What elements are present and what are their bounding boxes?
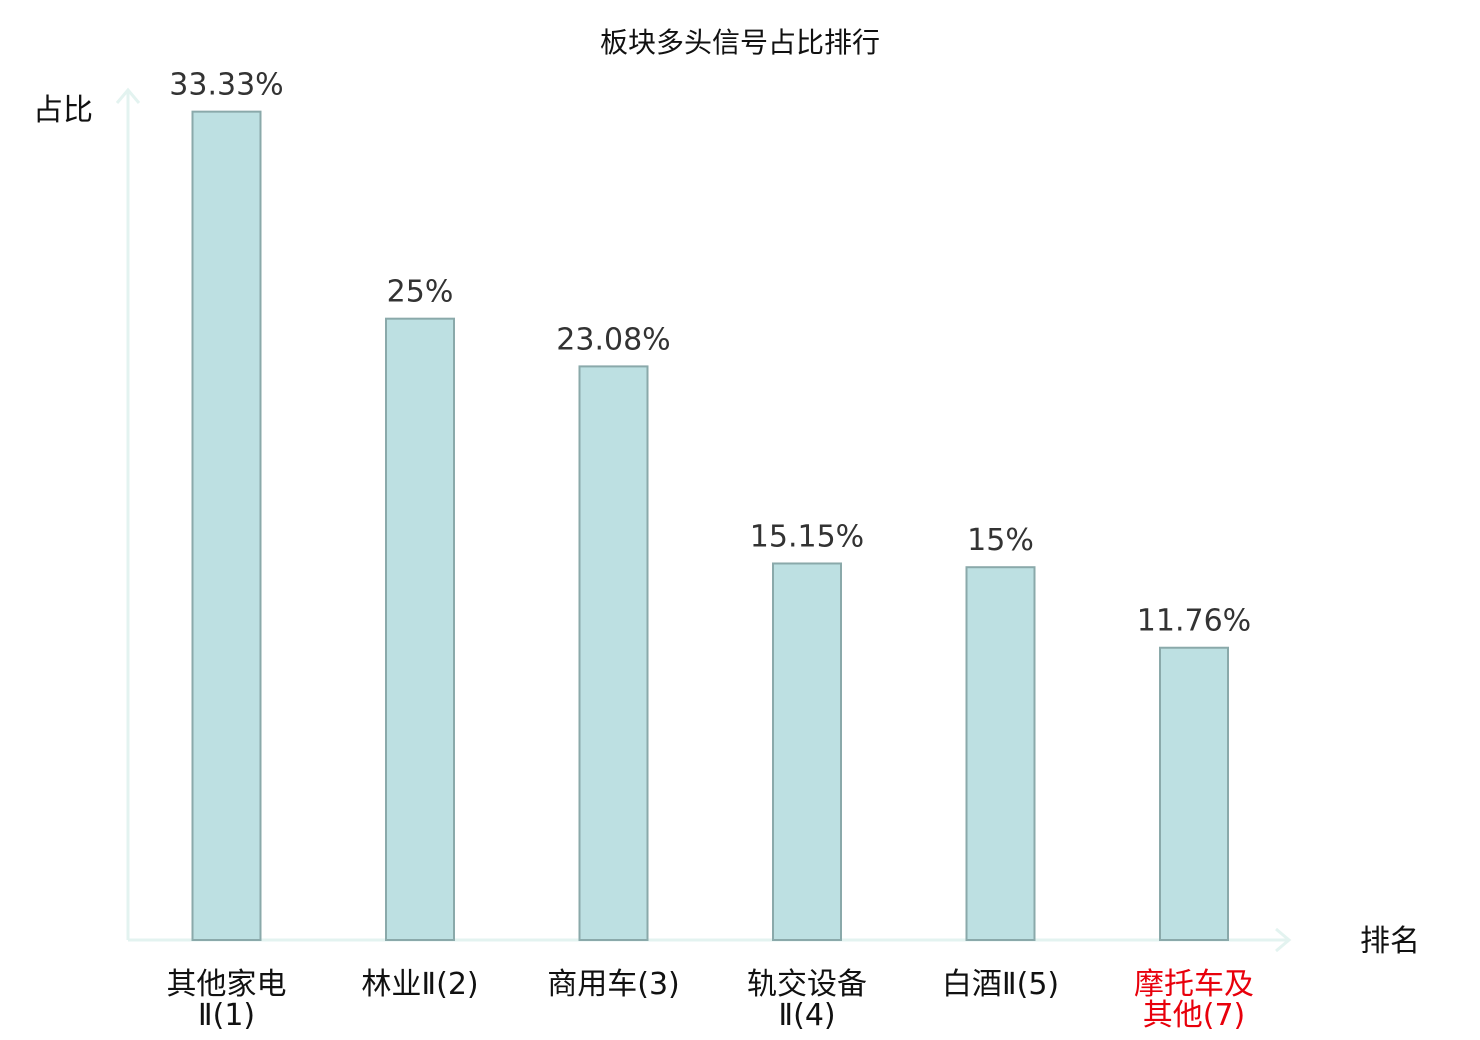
y-axis-label: 占比 <box>33 93 93 128</box>
bars-group <box>191 110 1229 942</box>
category-label: 轨交设备 Ⅱ(4) <box>747 967 867 1033</box>
bar <box>385 317 455 942</box>
bar <box>965 566 1036 941</box>
category-label: 林业Ⅱ(2) <box>361 967 478 1002</box>
data-label: 11.76% <box>1137 604 1251 639</box>
chart-title: 板块多头信号占比排行 <box>600 26 880 59</box>
category-label: 摩托车及其他(7) <box>1134 967 1254 1033</box>
data-labels-group: 33.33% 25% 23.08% 15.15% 15% 11.76% <box>169 68 1251 639</box>
data-label: 25% <box>387 275 454 310</box>
category-label: 商用车(3) <box>547 967 680 1002</box>
bar <box>1159 646 1229 942</box>
y-axis <box>115 87 141 940</box>
category-label: 白酒Ⅱ(5) <box>942 967 1059 1002</box>
bar <box>772 562 842 942</box>
data-label: 15.15% <box>750 519 864 554</box>
data-label: 33.33% <box>169 68 283 103</box>
bar <box>191 110 262 941</box>
x-axis <box>128 927 1292 953</box>
x-axis-label: 排名 <box>1360 924 1420 959</box>
data-label: 15% <box>967 523 1034 558</box>
category-label: 其他家电 Ⅱ(1) <box>167 967 287 1033</box>
data-label: 23.08% <box>556 322 670 357</box>
bar <box>578 365 649 941</box>
category-labels-group: 其他家电 Ⅱ(1) 林业Ⅱ(2) 商用车(3) 轨交设备 Ⅱ(4) 白酒Ⅱ(5) 摩托车及其他… <box>167 967 1255 1033</box>
